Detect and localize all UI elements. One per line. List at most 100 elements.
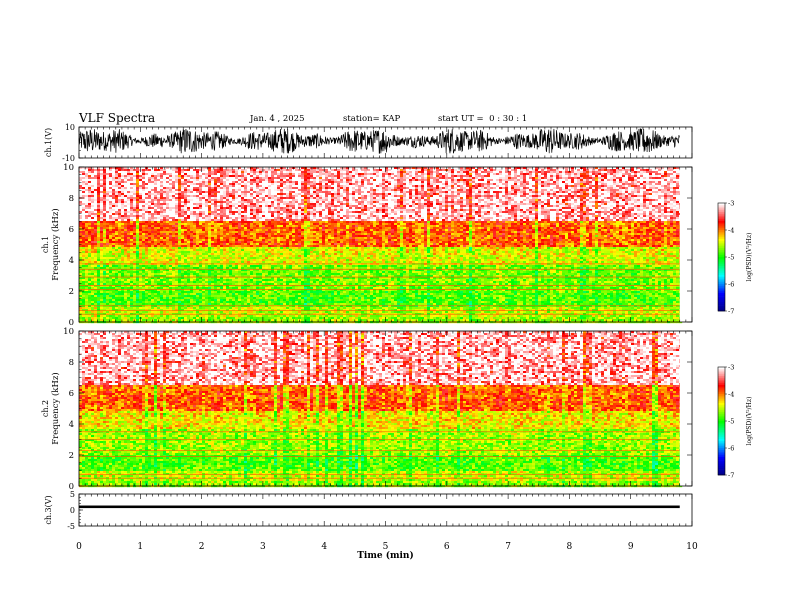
spectrogram-cell [202, 315, 205, 317]
spectrogram-cell [244, 211, 247, 213]
spectrogram-cell [172, 249, 175, 251]
spectrogram-cell [166, 189, 169, 191]
spectrogram-cell [211, 221, 214, 223]
spectrogram-cell [136, 297, 139, 299]
spectrogram-cell [193, 261, 196, 263]
spectrogram-cell [235, 227, 238, 229]
spectrogram-cell [145, 173, 148, 175]
spectrogram-cell [175, 227, 178, 229]
spectrogram-cell [166, 291, 169, 293]
spectrogram-cell [109, 253, 112, 255]
spectrogram-cell [142, 273, 145, 275]
spectrogram-cell [97, 187, 100, 189]
spectrogram-cell [148, 265, 151, 267]
spectrogram-cell [181, 211, 184, 213]
spectrogram-cell [82, 189, 85, 191]
spectrogram-cell [241, 205, 244, 207]
spectrogram-cell [133, 317, 136, 319]
spectrogram-cell [202, 253, 205, 255]
spectrogram-cell [145, 213, 148, 215]
spectrogram-cell [235, 245, 238, 247]
spectrogram-cell [190, 171, 193, 173]
spectrogram-cell [223, 261, 226, 263]
spectrogram-cell [148, 255, 151, 257]
spectrogram-cell [220, 287, 223, 289]
spectrogram-cell [118, 261, 121, 263]
spectrogram-cell [151, 205, 154, 207]
spectrogram-cell [205, 189, 208, 191]
spectrogram-cell [256, 307, 259, 309]
spectrogram-cell [136, 185, 139, 187]
spectrogram-cell [187, 265, 190, 267]
spectrogram-cell [127, 175, 130, 177]
spectrogram-cell [82, 317, 85, 319]
spectrogram-cell [97, 287, 100, 289]
spectrogram-cell [208, 179, 211, 181]
spectrogram-cell [181, 319, 184, 321]
spectrogram-cell [190, 251, 193, 253]
spectrogram-cell [169, 211, 172, 213]
spectrogram-cell [241, 303, 244, 305]
spectrogram-cell [241, 247, 244, 249]
spectrogram-cell [250, 177, 253, 179]
spectrogram-cell [238, 181, 241, 183]
spectrogram-cell [79, 293, 82, 295]
spectrogram-cell [214, 287, 217, 289]
spectrogram-cell [106, 249, 109, 251]
spectrogram-cell [244, 219, 247, 221]
spectrogram-cell [205, 253, 208, 255]
spectrogram-cell [166, 237, 169, 239]
spectrogram-cell [169, 287, 172, 289]
spectrogram-cell [115, 183, 118, 185]
spectrogram-cell [127, 265, 130, 267]
spectrogram-cell [124, 271, 127, 273]
spectrogram-cell [199, 265, 202, 267]
spectrogram-cell [82, 299, 85, 301]
spectrogram-cell [235, 315, 238, 317]
spectrogram-cell [97, 229, 100, 231]
spectrogram-cell [181, 209, 184, 211]
spectrogram-cell [91, 191, 94, 193]
spectrogram-cell [157, 231, 160, 233]
spectrogram-cell [142, 203, 145, 205]
spectrogram-cell [229, 267, 232, 269]
spectrogram-cell [211, 261, 214, 263]
spectrogram-cell [127, 199, 130, 201]
spectrogram-cell [139, 293, 142, 295]
spectrogram-cell [139, 297, 142, 299]
spectrogram-cell [238, 283, 241, 285]
spectrogram-cell [145, 189, 148, 191]
spectrogram-cell [124, 181, 127, 183]
spectrogram-cell [175, 197, 178, 199]
spectrogram-cell [238, 253, 241, 255]
spectrogram-cell [214, 273, 217, 275]
spectrogram-cell [130, 279, 133, 281]
spectrogram-cell [133, 203, 136, 205]
spectrogram-cell [241, 251, 244, 253]
spectrogram-cell [202, 191, 205, 193]
spectrogram-cell [208, 317, 211, 319]
spectrogram-cell [190, 319, 193, 321]
spectrogram-cell [79, 217, 82, 219]
spectrogram-cell [208, 201, 211, 203]
spectrogram-cell [103, 295, 106, 297]
spectrogram-cell [91, 245, 94, 247]
spectrogram-cell [169, 231, 172, 233]
spectrogram-cell [124, 209, 127, 211]
spectrogram-cell [178, 237, 181, 239]
spectrogram-cell [151, 185, 154, 187]
spectrogram-cell [199, 209, 202, 211]
spectrogram-cell [130, 233, 133, 235]
spectrogram-cell [208, 271, 211, 273]
spectrogram-cell [112, 195, 115, 197]
spectrogram-cell [109, 315, 112, 317]
spectrogram-cell [229, 201, 232, 203]
spectrogram-cell [124, 267, 127, 269]
spectrogram-cell [88, 299, 91, 301]
spectrogram-cell [106, 233, 109, 235]
spectrogram-cell [154, 223, 157, 225]
spectrogram-cell [193, 251, 196, 253]
spectrogram-cell [196, 247, 199, 249]
spectrogram-cell [199, 223, 202, 225]
spectrogram-cell [97, 259, 100, 261]
